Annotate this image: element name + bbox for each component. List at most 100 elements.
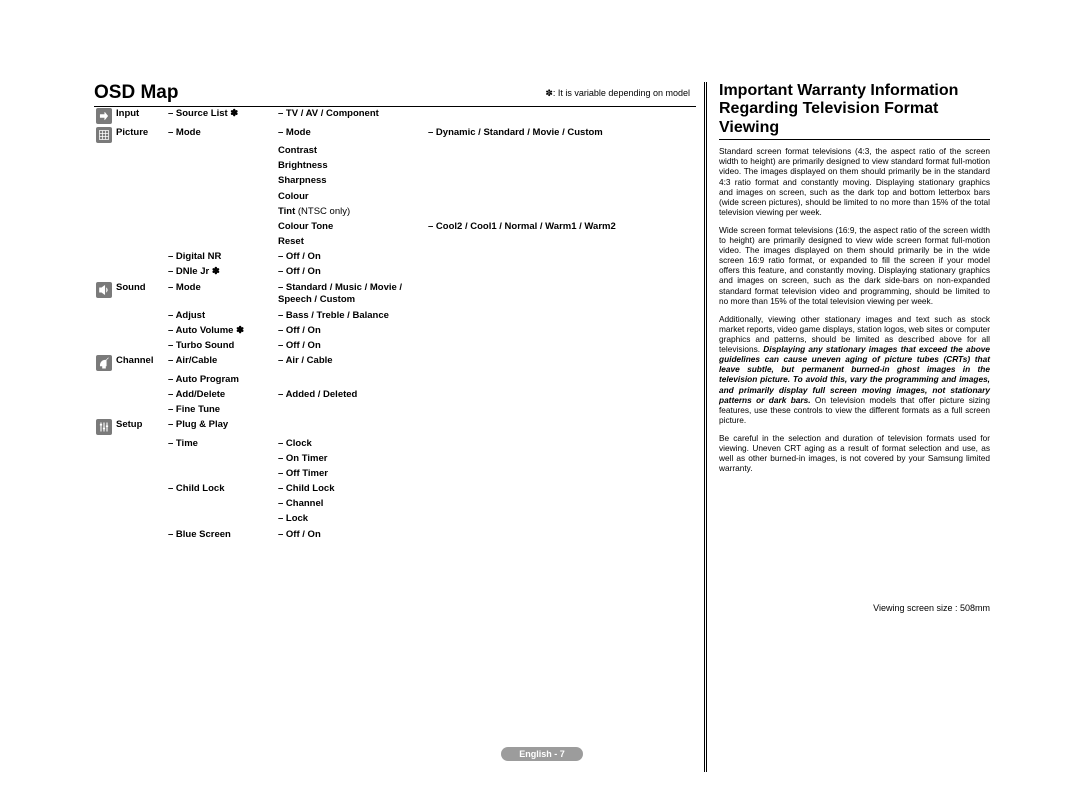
osd-col4: [426, 205, 696, 220]
osd-col3: Colour: [276, 189, 426, 204]
osd-col2: [166, 220, 276, 235]
osd-category: [114, 159, 166, 174]
osd-row: – Adjust– Bass / Treble / Balance: [94, 308, 696, 323]
osd-row: Sound– Mode– Standard / Music / Movie / …: [94, 280, 696, 308]
osd-col4: [426, 144, 696, 159]
osd-col2: [166, 235, 276, 250]
osd-col3: Brightness: [276, 159, 426, 174]
osd-category: [114, 339, 166, 354]
osd-col2: – Add/Delete: [166, 388, 276, 403]
osd-col4: [426, 174, 696, 189]
osd-col2: – Adjust: [166, 308, 276, 323]
osd-category: [114, 250, 166, 265]
osd-col2: – Mode: [166, 280, 276, 308]
osd-col2: – Child Lock: [166, 482, 276, 497]
warranty-p2: Wide screen format televisions (16:9, th…: [719, 225, 990, 306]
osd-col2: [166, 467, 276, 482]
osd-col4: [426, 339, 696, 354]
osd-col2: – Turbo Sound: [166, 339, 276, 354]
osd-category: [114, 497, 166, 512]
osd-col4: – Dynamic / Standard / Movie / Custom: [426, 125, 696, 143]
osd-col2: – Air/Cable: [166, 354, 276, 372]
osd-col4: [426, 308, 696, 323]
osd-category: [114, 388, 166, 403]
osd-col2: – Source List ✽: [166, 107, 276, 125]
osd-col2: – Mode: [166, 125, 276, 143]
osd-row: – Auto Volume ✽– Off / On: [94, 324, 696, 339]
variable-note: ✽: It is variable depending on model: [94, 88, 696, 99]
osd-col4: [426, 107, 696, 125]
osd-col3: [276, 418, 426, 436]
osd-row: Colour: [94, 189, 696, 204]
osd-col4: [426, 280, 696, 308]
warranty-p4: Be careful in the selection and duration…: [719, 433, 990, 473]
osd-category: Input: [114, 107, 166, 125]
osd-col3: – Off / On: [276, 527, 426, 542]
osd-col2: – Auto Program: [166, 372, 276, 387]
osd-col2: – Plug & Play: [166, 418, 276, 436]
osd-row: Picture– Mode– Mode– Dynamic / Standard …: [94, 125, 696, 143]
osd-col2: [166, 174, 276, 189]
osd-col2: [166, 159, 276, 174]
page-footer: English - 7: [94, 744, 990, 762]
osd-col3: – Child Lock: [276, 482, 426, 497]
osd-category: [114, 189, 166, 204]
osd-category: [114, 527, 166, 542]
osd-row: – Lock: [94, 512, 696, 527]
osd-col2: – Auto Volume ✽: [166, 324, 276, 339]
osd-row: Brightness: [94, 159, 696, 174]
grid-icon: [96, 127, 112, 143]
osd-col4: [426, 512, 696, 527]
osd-category: [114, 403, 166, 418]
osd-col4: [426, 482, 696, 497]
arrow-icon: [96, 108, 112, 124]
left-column: OSD Map ✽: It is variable depending on m…: [94, 82, 704, 772]
osd-col2: – DNIe Jr ✽: [166, 265, 276, 280]
osd-col4: [426, 324, 696, 339]
osd-col4: [426, 388, 696, 403]
warranty-p3: Additionally, viewing other stationary i…: [719, 314, 990, 425]
osd-category: [114, 452, 166, 467]
osd-category: [114, 205, 166, 220]
osd-col4: [426, 467, 696, 482]
osd-col3: – Standard / Music / Movie / Speech / Cu…: [276, 280, 426, 308]
osd-row: Channel– Air/Cable– Air / Cable: [94, 354, 696, 372]
osd-row: Reset: [94, 235, 696, 250]
osd-col4: [426, 372, 696, 387]
osd-col3: Tint (NTSC only): [276, 205, 426, 220]
osd-col3: Colour Tone: [276, 220, 426, 235]
osd-row: Contrast: [94, 144, 696, 159]
osd-col3: – Mode: [276, 125, 426, 143]
osd-category: [114, 265, 166, 280]
osd-col2: – Fine Tune: [166, 403, 276, 418]
osd-row: – Add/Delete– Added / Deleted: [94, 388, 696, 403]
osd-row: – Channel: [94, 497, 696, 512]
osd-map-table: Input– Source List ✽– TV / AV / Componen…: [94, 107, 696, 543]
osd-category: [114, 324, 166, 339]
osd-row: – Fine Tune: [94, 403, 696, 418]
osd-category: [114, 512, 166, 527]
osd-col2: [166, 205, 276, 220]
osd-col3: – Off / On: [276, 339, 426, 354]
osd-col4: [426, 265, 696, 280]
osd-row: – Child Lock– Child Lock: [94, 482, 696, 497]
osd-col3: – Channel: [276, 497, 426, 512]
osd-row: Tint (NTSC only): [94, 205, 696, 220]
osd-category: [114, 372, 166, 387]
osd-col4: [426, 189, 696, 204]
osd-category: Setup: [114, 418, 166, 436]
osd-col4: [426, 436, 696, 451]
osd-col4: [426, 354, 696, 372]
osd-category: Sound: [114, 280, 166, 308]
osd-category: Channel: [114, 354, 166, 372]
osd-col4: [426, 497, 696, 512]
page: OSD Map ✽: It is variable depending on m…: [94, 82, 990, 772]
osd-col2: [166, 452, 276, 467]
osd-row: – Turbo Sound– Off / On: [94, 339, 696, 354]
osd-col3: Sharpness: [276, 174, 426, 189]
osd-col4: [426, 418, 696, 436]
osd-row: Setup– Plug & Play: [94, 418, 696, 436]
screen-size-note: Viewing screen size : 508mm: [719, 603, 990, 613]
osd-category: [114, 235, 166, 250]
osd-col2: – Blue Screen: [166, 527, 276, 542]
